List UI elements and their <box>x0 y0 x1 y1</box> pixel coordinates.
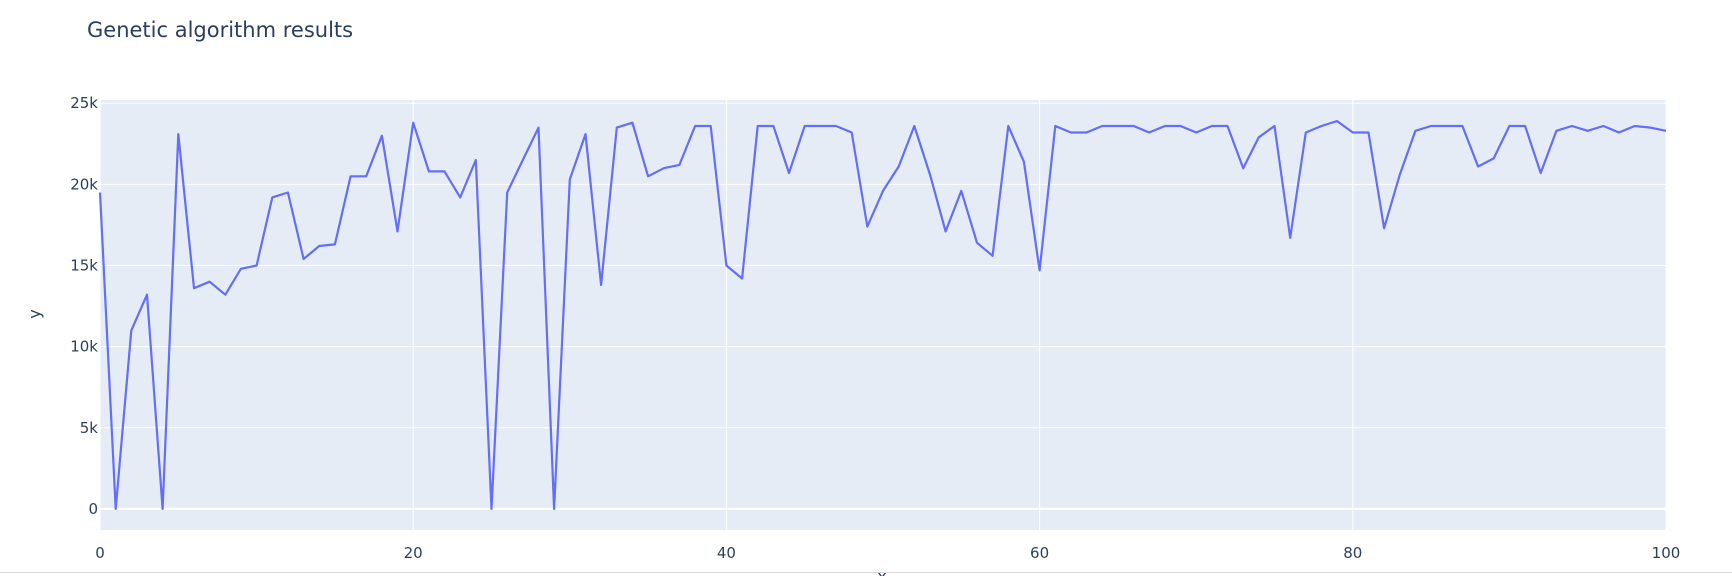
x-tick-label: 100 <box>1652 544 1681 562</box>
y-tick-label: 10k <box>70 338 98 356</box>
x-axis-label: x <box>877 567 886 576</box>
chart-title: Genetic algorithm results <box>87 18 353 42</box>
axis-ticks: 0 5k 10k 15k 20k 25k 0 20 40 60 80 100 <box>70 94 1680 562</box>
x-tick-label: 20 <box>404 544 423 562</box>
grid <box>99 100 1667 530</box>
y-tick-label: 0 <box>88 500 98 518</box>
x-tick-label: 60 <box>1030 544 1049 562</box>
y-tick-label: 15k <box>70 257 98 275</box>
divider <box>0 572 1732 573</box>
y-tick-label: 20k <box>70 175 98 193</box>
y-tick-label: 25k <box>70 94 98 112</box>
series-line <box>98 120 1667 510</box>
plot-area <box>100 100 1666 530</box>
x-tick-label: 40 <box>717 544 736 562</box>
x-tick-label: 0 <box>95 544 105 562</box>
y-axis-label: y <box>25 309 44 318</box>
y-tick-label: 5k <box>80 419 99 437</box>
x-tick-label: 80 <box>1343 544 1362 562</box>
